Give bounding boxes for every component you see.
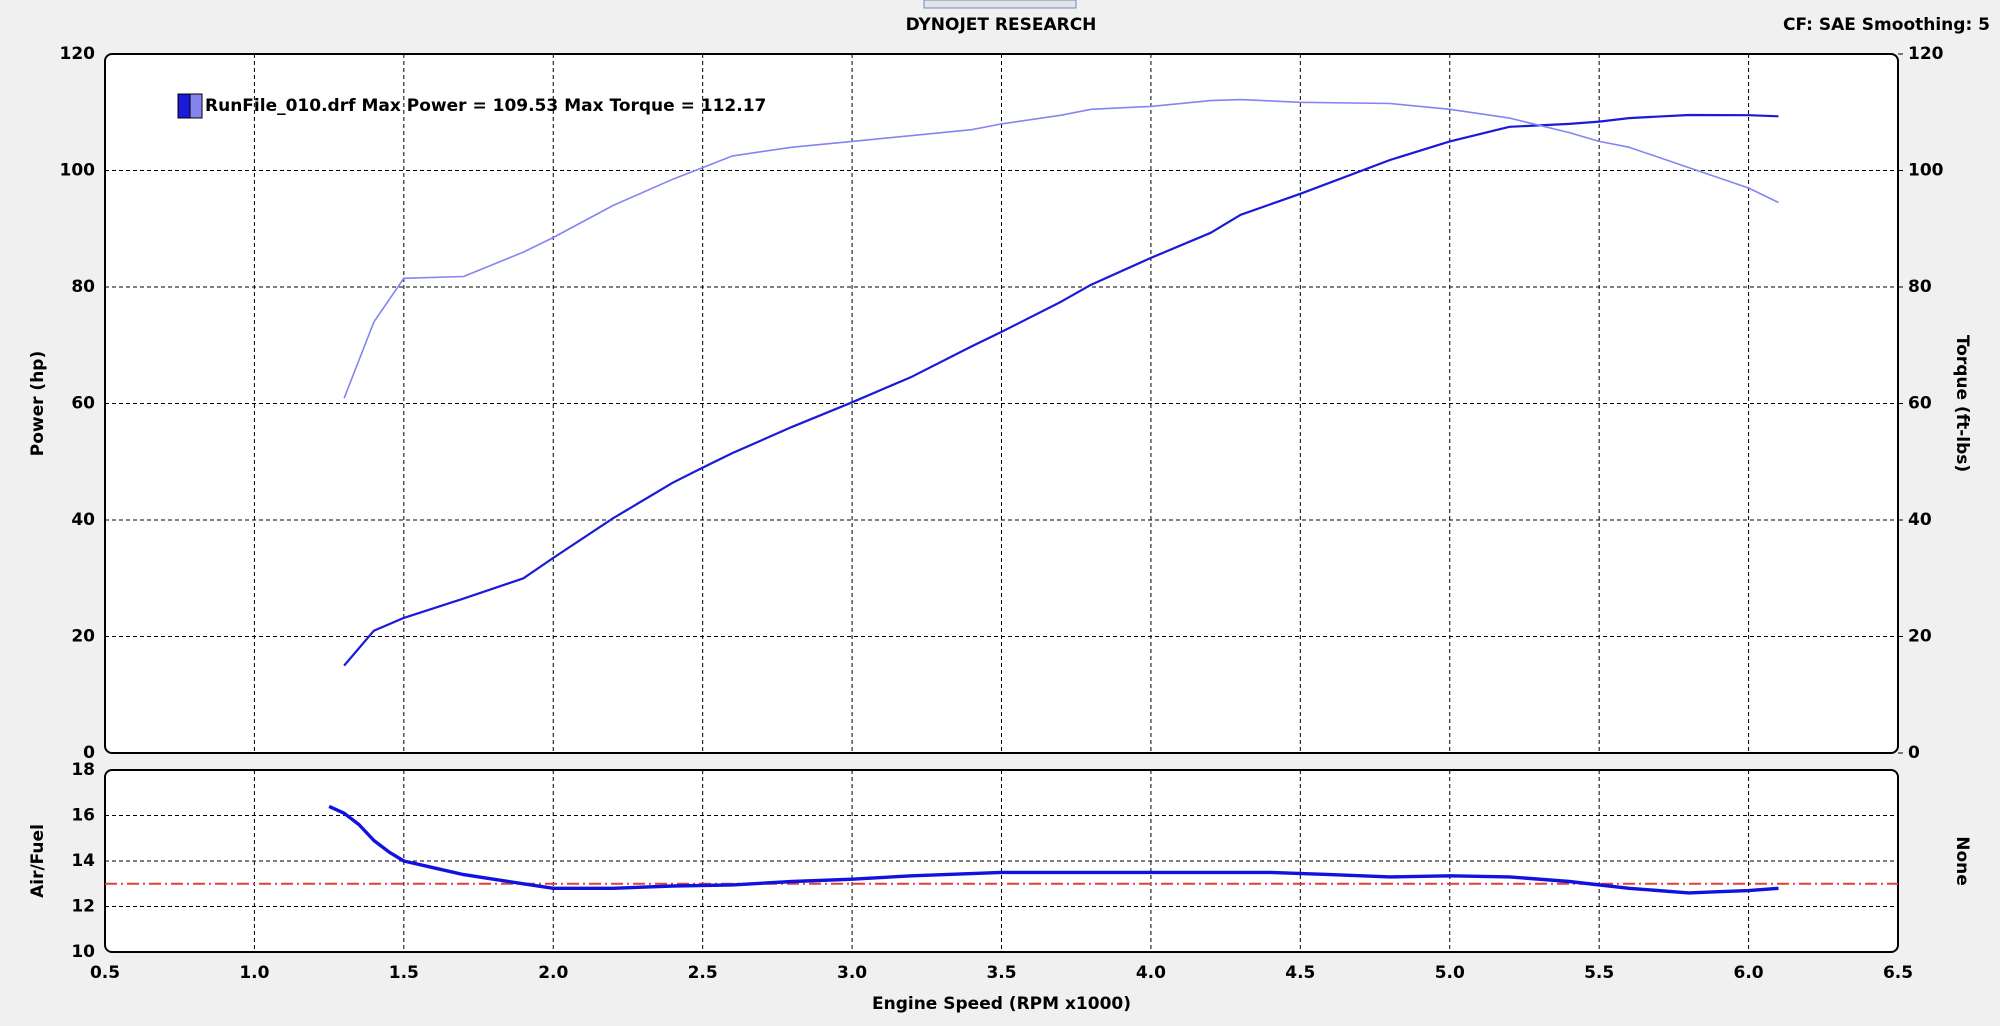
legend-swatch-left <box>177 93 191 119</box>
y-tick-label: 100 <box>60 161 96 181</box>
x-tick-label: 6.0 <box>1734 963 1764 983</box>
y2-tick-label: 80 <box>1908 277 1932 297</box>
y-tick-label: 0 <box>83 743 95 763</box>
x-tick-label: 3.0 <box>837 963 867 983</box>
y-axis-title: Power (hp) <box>28 351 48 457</box>
x-tick-label: 5.0 <box>1435 963 1465 983</box>
data-line <box>343 113 1779 667</box>
y2-axis-title: None <box>1952 836 1972 886</box>
x-tick-label: 1.5 <box>389 963 419 983</box>
y2-tick-label: 40 <box>1908 510 1932 530</box>
x-tick-label: 3.5 <box>986 963 1016 983</box>
y-tick-label: 14 <box>71 851 95 871</box>
y2-tick-label: 20 <box>1908 627 1932 647</box>
y-tick-label: 20 <box>71 627 95 647</box>
y-tick-label: 120 <box>60 44 96 64</box>
legend-text: RunFile_010.drf Max Power = 109.53 Max Tor… <box>205 96 766 116</box>
x-tick-label: 4.0 <box>1136 963 1166 983</box>
y-tick-label: 12 <box>71 897 95 917</box>
legend-entry: Max Power = 109.53 <box>362 96 559 116</box>
y2-axis-title: Torque (ft-lbs) <box>1952 335 1972 472</box>
x-tick-label: 6.5 <box>1883 963 1913 983</box>
legend-entry: RunFile_010.drf <box>205 96 356 116</box>
x-tick-label: 4.5 <box>1285 963 1315 983</box>
y-tick-label: 18 <box>71 760 95 780</box>
toolbar-tab[interactable] <box>923 0 1077 9</box>
x-tick-label: 5.5 <box>1584 963 1614 983</box>
x-axis-title: Engine Speed (RPM x1000) <box>872 994 1131 1014</box>
y2-tick-label: 120 <box>1908 44 1944 64</box>
x-tick-label: 2.0 <box>538 963 568 983</box>
y2-tick-label: 60 <box>1908 394 1932 414</box>
x-tick-label: 2.5 <box>688 963 718 983</box>
y-tick-label: 16 <box>71 806 95 826</box>
y-tick-label: 80 <box>71 277 95 297</box>
legend: RunFile_010.drf Max Power = 109.53 Max Tor… <box>177 93 766 119</box>
chart-title: DYNOJET RESEARCH <box>906 15 1097 35</box>
y-tick-label: 60 <box>71 394 95 414</box>
legend-entry: Max Torque = 112.17 <box>564 96 766 116</box>
x-tick-label: 0.5 <box>90 963 120 983</box>
data-line <box>328 804 1779 895</box>
x-tick-label: 1.0 <box>239 963 269 983</box>
y2-tick-label: 0 <box>1908 743 1920 763</box>
legend-swatch-right <box>189 93 203 119</box>
data-line <box>343 98 1779 399</box>
y-tick-label: 40 <box>71 510 95 530</box>
settings-annotation: CF: SAE Smoothing: 5 <box>1783 15 1990 35</box>
y2-tick-label: 100 <box>1908 161 1944 181</box>
y-tick-label: 10 <box>71 942 95 962</box>
y-axis-title: Air/Fuel <box>28 824 48 898</box>
